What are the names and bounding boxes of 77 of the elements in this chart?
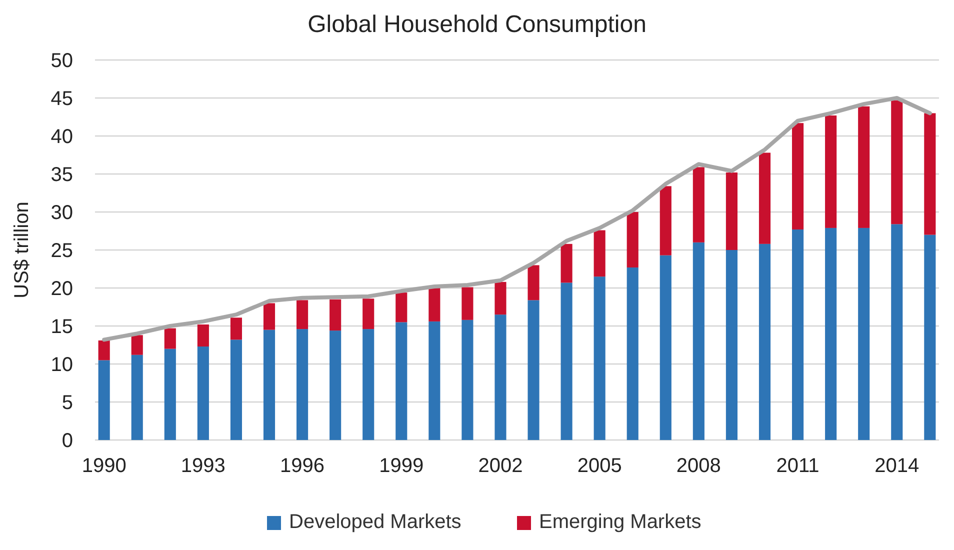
bar bbox=[164, 328, 176, 349]
x-tick-label: 2014 bbox=[874, 455, 920, 477]
bar bbox=[296, 300, 308, 330]
bar bbox=[330, 330, 342, 440]
bar bbox=[560, 282, 572, 440]
y-tick-label: 0 bbox=[62, 430, 73, 452]
bar bbox=[462, 320, 474, 440]
bar bbox=[858, 228, 870, 440]
bar bbox=[131, 335, 143, 355]
bar bbox=[825, 115, 837, 228]
bar bbox=[164, 348, 176, 440]
bar bbox=[560, 244, 572, 283]
y-tick-label: 35 bbox=[50, 164, 73, 186]
bar bbox=[858, 106, 870, 228]
bar bbox=[462, 287, 474, 320]
bar bbox=[197, 346, 209, 440]
bar bbox=[528, 300, 540, 440]
bar bbox=[98, 340, 110, 360]
x-tick-label: 1999 bbox=[379, 455, 424, 477]
x-tick-label: 1990 bbox=[82, 455, 126, 477]
bar bbox=[428, 321, 440, 440]
y-tick-label: 30 bbox=[50, 202, 73, 224]
bar bbox=[98, 360, 110, 440]
legend-label: Emerging Markets bbox=[539, 511, 702, 533]
bar bbox=[825, 228, 837, 440]
bar bbox=[230, 340, 242, 440]
y-tick-label: 45 bbox=[50, 88, 73, 110]
x-tick-label: 2005 bbox=[577, 455, 622, 477]
bar bbox=[131, 354, 143, 440]
bar bbox=[891, 100, 903, 224]
y-axis-title: US$ trillion bbox=[11, 202, 33, 298]
bar bbox=[792, 123, 804, 230]
y-tick-label: 40 bbox=[50, 126, 73, 148]
line-series bbox=[102, 96, 932, 342]
bar bbox=[891, 224, 903, 440]
bar bbox=[626, 212, 638, 268]
bar bbox=[197, 324, 209, 347]
bar bbox=[758, 152, 771, 244]
bar bbox=[758, 244, 771, 440]
bar bbox=[594, 230, 606, 277]
x-tick-label: 2011 bbox=[776, 455, 820, 477]
bar bbox=[726, 250, 738, 440]
bar bbox=[362, 329, 374, 440]
bar bbox=[726, 172, 738, 250]
chart-title: Global Household Consumption bbox=[308, 11, 646, 38]
bar bbox=[396, 322, 408, 440]
y-tick-label: 20 bbox=[50, 278, 73, 300]
bar bbox=[428, 288, 440, 322]
y-tick-label: 15 bbox=[50, 316, 73, 338]
y-tick-label: 10 bbox=[50, 354, 73, 376]
x-tick-label: 1996 bbox=[280, 455, 325, 477]
bar bbox=[626, 267, 638, 440]
bar bbox=[692, 167, 704, 242]
bar bbox=[660, 255, 672, 440]
bar bbox=[263, 303, 276, 330]
bar bbox=[594, 276, 606, 440]
x-tick-label: 1993 bbox=[180, 455, 226, 477]
bar bbox=[362, 298, 374, 330]
y-tick-label: 25 bbox=[50, 240, 73, 262]
bar bbox=[494, 314, 506, 440]
bar bbox=[330, 299, 342, 331]
bar bbox=[396, 292, 408, 322]
bar bbox=[924, 113, 936, 235]
y-tick-label: 50 bbox=[50, 50, 73, 72]
bar bbox=[792, 229, 804, 440]
bar bbox=[263, 330, 276, 440]
x-tick-label: 2002 bbox=[478, 455, 523, 477]
bar bbox=[692, 242, 704, 440]
legend-label: Developed Markets bbox=[289, 511, 462, 533]
bar bbox=[660, 186, 672, 256]
bar bbox=[528, 265, 540, 300]
bar bbox=[296, 329, 308, 440]
bar bbox=[494, 282, 506, 315]
bar bbox=[230, 318, 242, 340]
x-tick-label: 2008 bbox=[676, 455, 721, 477]
bar bbox=[924, 234, 936, 440]
y-tick-label: 5 bbox=[62, 392, 73, 414]
